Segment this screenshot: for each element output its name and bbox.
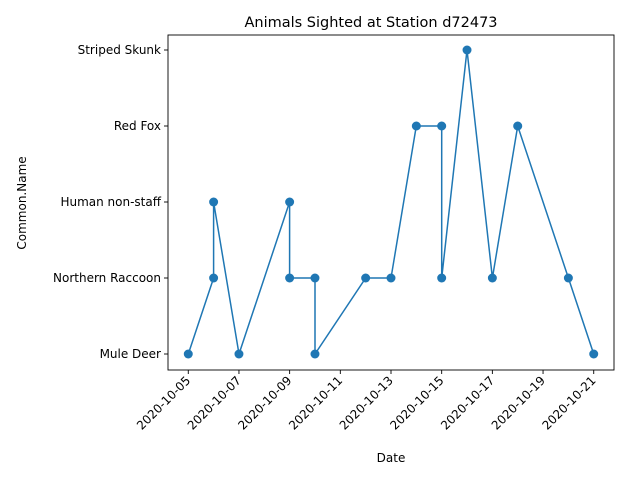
data-point xyxy=(437,273,447,283)
y-tick-label: Northern Raccoon xyxy=(53,271,161,285)
data-point xyxy=(462,45,472,55)
data-point xyxy=(361,273,371,283)
series-line xyxy=(187,49,595,357)
data-point xyxy=(411,121,421,131)
data-point xyxy=(285,273,295,283)
x-tick-label: 2020-10-21 xyxy=(539,373,598,432)
plot-area: Mule Deer Northern Raccoon Human non-staff… xyxy=(53,34,615,433)
y-tick-label: Mule Deer xyxy=(100,347,161,361)
data-point xyxy=(487,273,497,283)
data-point xyxy=(310,273,320,283)
data-point xyxy=(513,121,523,131)
plot-frame xyxy=(167,34,615,371)
y-tick-label: Red Fox xyxy=(114,119,161,133)
data-point xyxy=(589,349,599,359)
data-point xyxy=(285,197,295,207)
data-point xyxy=(437,121,447,131)
y-tick-label: Human non-staff xyxy=(60,195,161,209)
data-point xyxy=(183,349,193,359)
data-point xyxy=(209,273,219,283)
data-point xyxy=(386,273,396,283)
data-point xyxy=(234,349,244,359)
x-axis-label: Date xyxy=(377,451,406,465)
data-point xyxy=(563,273,573,283)
data-point xyxy=(310,349,320,359)
y-tick-label: Striped Skunk xyxy=(78,43,161,57)
chart-title: Animals Sighted at Station d72473 xyxy=(244,15,497,31)
y-axis-label: Common.Name xyxy=(15,156,29,249)
data-point xyxy=(209,197,219,207)
